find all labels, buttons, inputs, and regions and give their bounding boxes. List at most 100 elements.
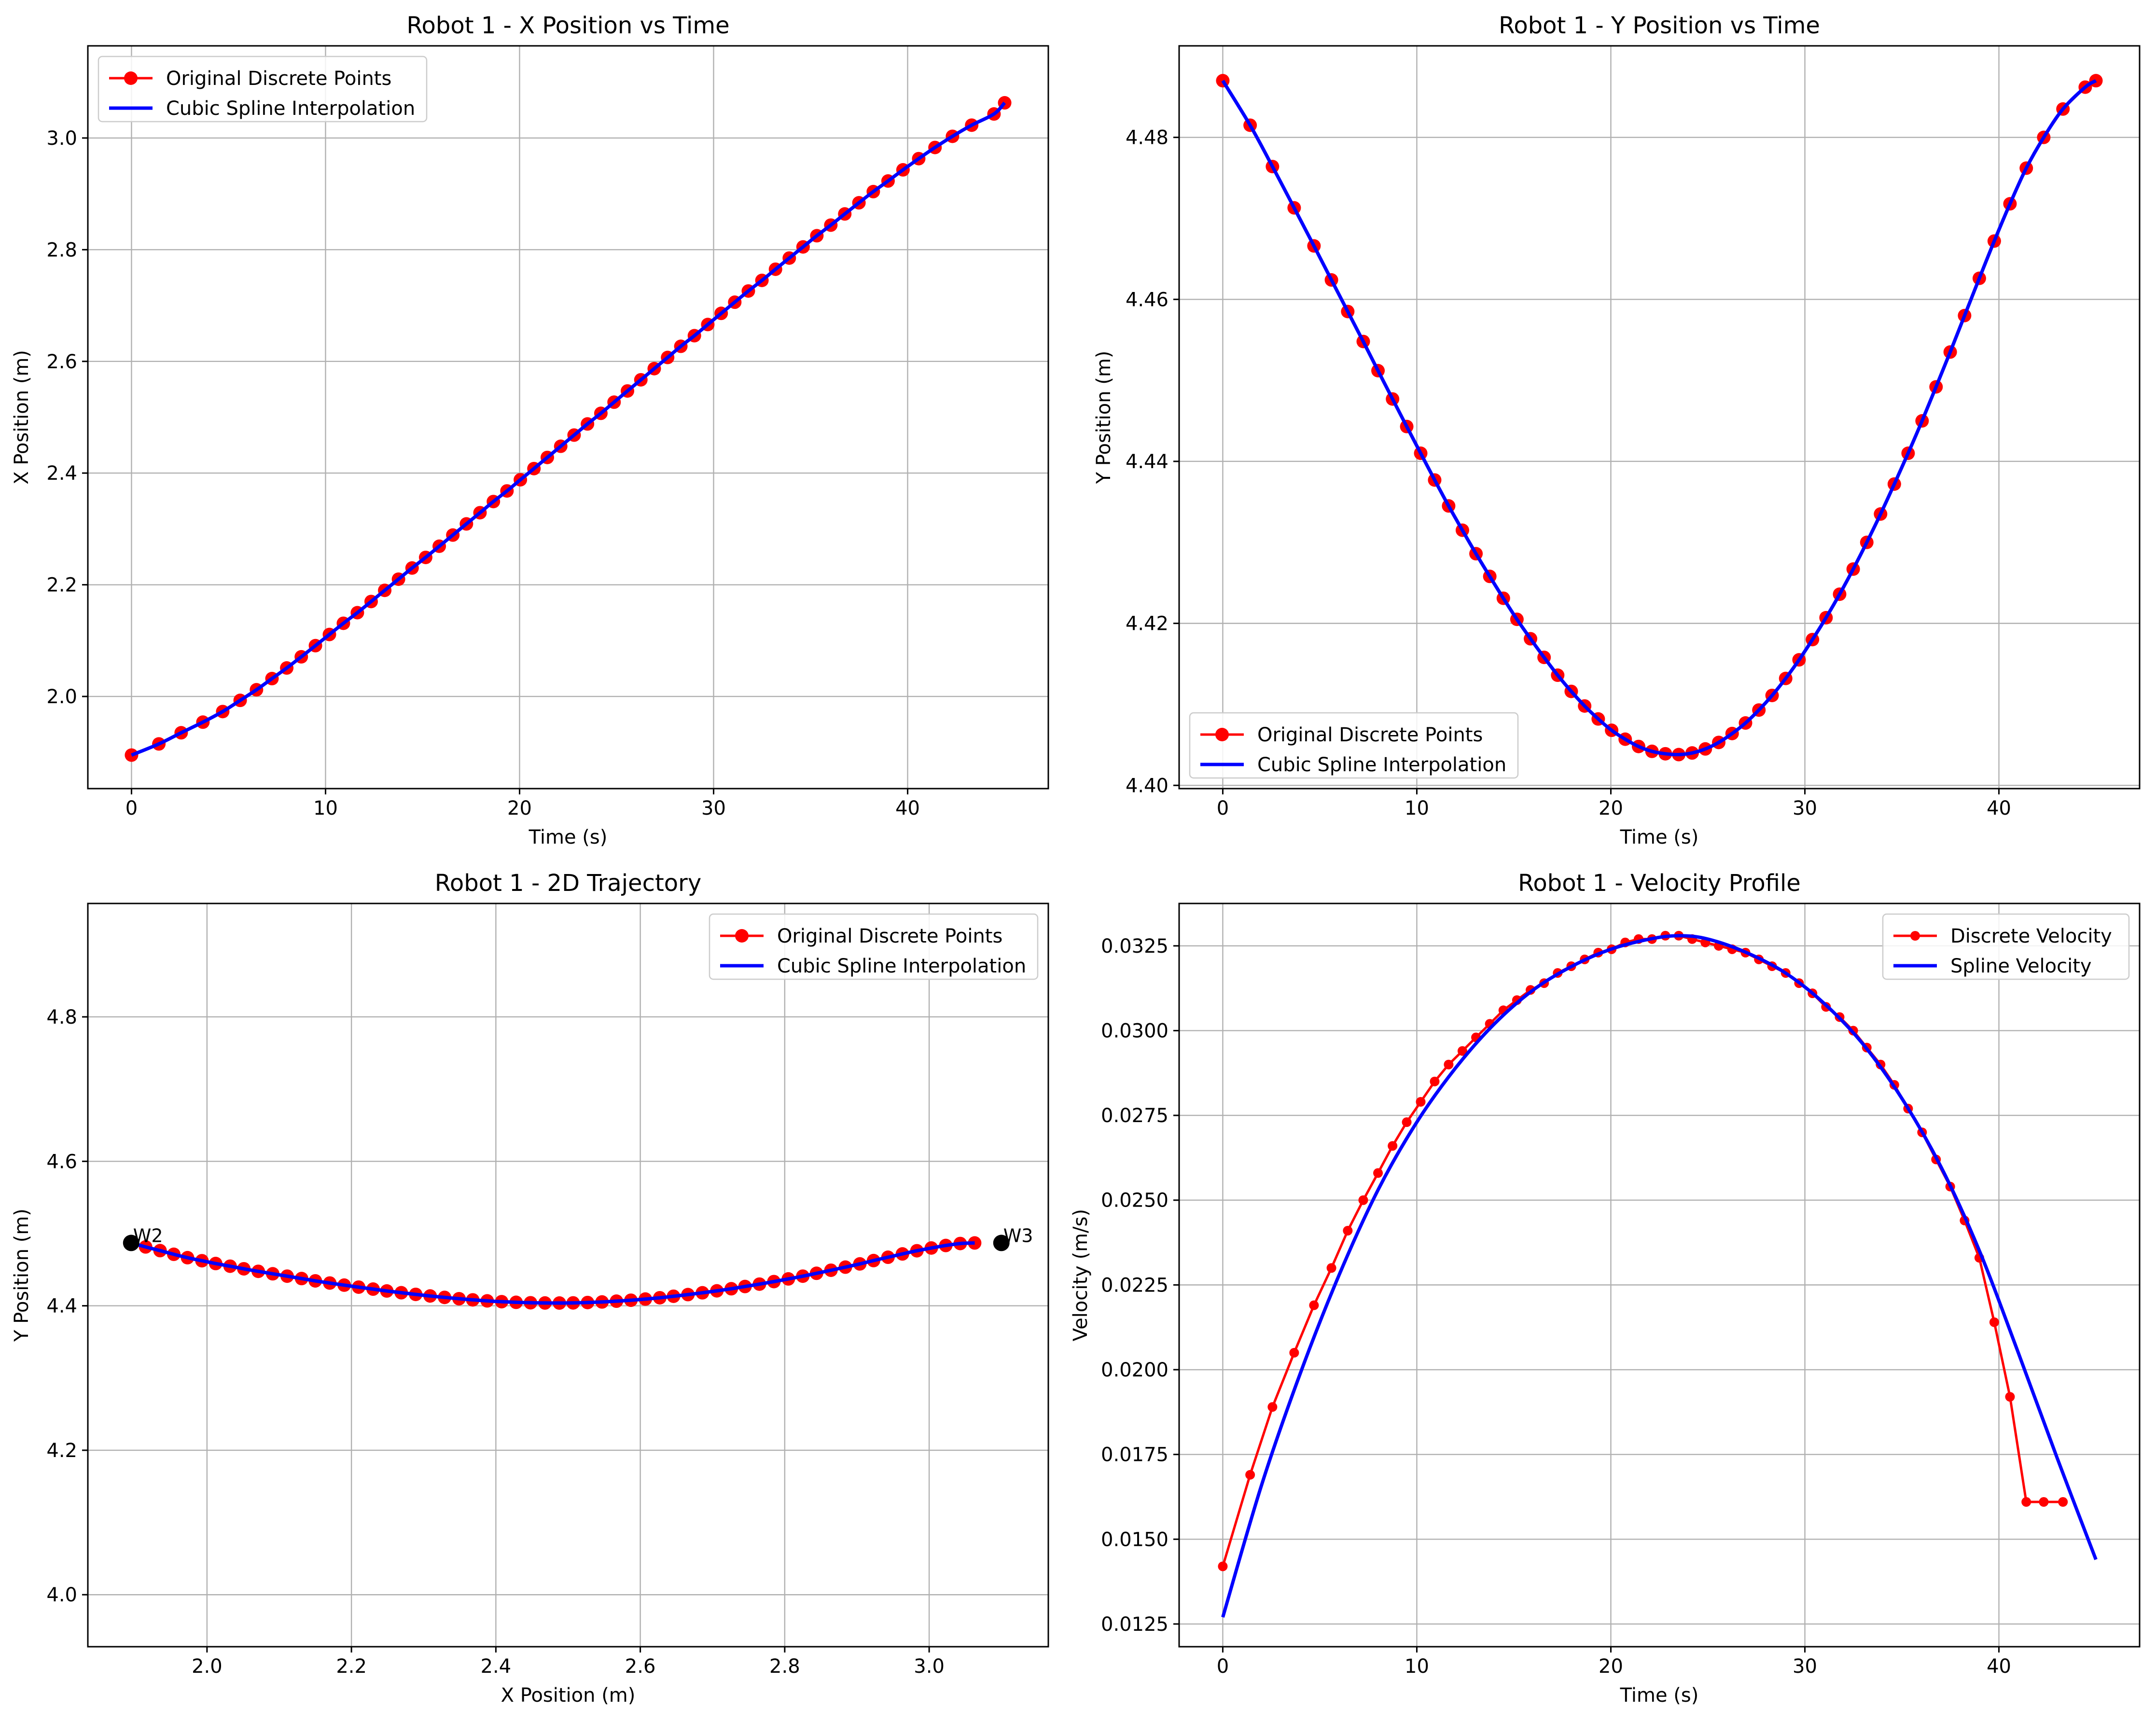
legend-box xyxy=(1189,712,1519,779)
legend-entry: Discrete Velocity xyxy=(1950,925,2112,947)
legend: Original Discrete Points Cubic Spline Int… xyxy=(709,913,1039,980)
x-tick-label: 20 xyxy=(1599,1655,1623,1678)
y-tick-label: 2.0 xyxy=(46,686,77,708)
y-tick-label: 0.0200 xyxy=(1101,1359,1168,1381)
y-tick-label: 0.0150 xyxy=(1101,1528,1168,1551)
data-point xyxy=(1457,1046,1467,1056)
axes-frame xyxy=(87,903,1049,1648)
y-axis-label: Y Position (m) xyxy=(11,1208,33,1342)
series-line xyxy=(1221,79,2097,757)
data-point xyxy=(1326,1263,1336,1273)
waypoint-label: W2 xyxy=(133,1225,163,1246)
y-tick-label: 4.46 xyxy=(1126,289,1168,311)
series-line xyxy=(1222,80,2097,756)
plot-area xyxy=(124,1236,982,1310)
y-tick-label: 4.4 xyxy=(46,1295,77,1318)
legend-swatch-marker xyxy=(735,929,749,943)
x-tick-label: 3.0 xyxy=(914,1655,945,1678)
legend-box xyxy=(709,913,1039,980)
chart-title: Robot 1 - Velocity Profile xyxy=(1518,870,1801,897)
x-tick-label: 2.6 xyxy=(625,1655,656,1678)
legend-entry: Cubic Spline Interpolation xyxy=(1257,754,1506,776)
x-tick-label: 40 xyxy=(895,797,920,819)
series-1 xyxy=(1218,930,2068,1571)
data-point xyxy=(1289,1347,1299,1358)
legend: Original Discrete Points Cubic Spline Int… xyxy=(1189,712,1519,779)
data-point xyxy=(1343,1225,1353,1236)
chart-panel-2: 0 10 20 30 40 4.40 4.42 4.44 4.46 4.48 Robot 1 - Y… xyxy=(1093,12,2141,848)
y-tick-label: 4.44 xyxy=(1126,451,1168,473)
y-tick-label: 4.6 xyxy=(46,1151,77,1173)
x-tick-label: 10 xyxy=(1405,1655,1429,1678)
x-tick-label: 40 xyxy=(1987,797,2011,819)
data-point xyxy=(1358,1195,1368,1205)
x-tick-label: 10 xyxy=(1405,797,1429,819)
y-tick-label: 2.8 xyxy=(46,239,77,261)
spline-line xyxy=(1221,79,2097,757)
y-tick-label: 4.42 xyxy=(1126,613,1168,635)
x-tick-label: 0 xyxy=(125,797,138,819)
axes-frame xyxy=(1178,903,2141,1648)
legend-box xyxy=(97,56,428,123)
y-axis-label: X Position (m) xyxy=(11,350,33,485)
data-point xyxy=(2089,74,2103,88)
series-2 xyxy=(131,101,1006,757)
chart-panel-3: W2 W3 2.0 2.2 2.4 2.6 2.8 3.0 4.0 4.2 4.4 4.6 4.8 Rob… xyxy=(11,870,1049,1707)
chart-title: Robot 1 - 2D Trajectory xyxy=(435,870,702,897)
legend-entry: Spline Velocity xyxy=(1950,955,2092,977)
x-axis-label: Time (s) xyxy=(1620,1684,1699,1707)
series-2 xyxy=(1221,79,2097,757)
x-tick-label: 40 xyxy=(1987,1655,2011,1678)
y-tick-label: 2.4 xyxy=(46,462,77,485)
spline-line xyxy=(130,1241,975,1305)
legend-entry: Cubic Spline Interpolation xyxy=(777,955,1026,977)
data-point xyxy=(1444,1059,1454,1069)
plot-area xyxy=(125,96,1012,762)
data-point xyxy=(1267,1402,1278,1412)
data-point xyxy=(1416,1097,1426,1107)
legend-box xyxy=(1882,913,2130,980)
data-point xyxy=(2021,1497,2031,1507)
x-tick-label: 10 xyxy=(313,797,338,819)
data-point xyxy=(1430,1076,1440,1086)
x-tick-label: 20 xyxy=(1599,797,1623,819)
y-tick-label: 0.0275 xyxy=(1101,1105,1168,1127)
data-point xyxy=(1218,1561,1228,1571)
y-tick-label: 4.2 xyxy=(46,1440,77,1462)
x-tick-label: 20 xyxy=(507,797,532,819)
y-tick-label: 0.0250 xyxy=(1101,1190,1168,1212)
chart-panel-4: 0 10 20 30 40 0.0125 0.0150 0.0175 0.0200 0.0225 0… xyxy=(1070,870,2141,1707)
y-tick-label: 0.0225 xyxy=(1101,1274,1168,1296)
series-line xyxy=(131,101,1006,757)
chart-title: Robot 1 - Y Position vs Time xyxy=(1499,12,1820,39)
spline-line xyxy=(131,101,1006,757)
series-line xyxy=(131,102,1006,756)
x-tick-label: 0 xyxy=(1217,1655,1229,1678)
x-tick-label: 2.4 xyxy=(481,1655,512,1678)
legend: Original Discrete Points Cubic Spline Int… xyxy=(97,56,428,123)
x-tick-label: 0 xyxy=(1217,797,1229,819)
legend-swatch-marker xyxy=(1215,728,1229,741)
x-tick-label: 2.2 xyxy=(336,1655,367,1678)
data-point xyxy=(1309,1300,1319,1310)
legend: Discrete Velocity Spline Velocity xyxy=(1882,913,2130,980)
legend-entry: Original Discrete Points xyxy=(777,925,1002,947)
data-point xyxy=(1245,1470,1255,1480)
chart-title: Robot 1 - X Position vs Time xyxy=(406,12,729,39)
x-tick-label: 30 xyxy=(1793,1655,1817,1678)
y-axis-label: Velocity (m/s) xyxy=(1070,1209,1092,1341)
series-1 xyxy=(1216,74,2103,762)
series-1 xyxy=(124,1236,982,1310)
plot-area xyxy=(1218,930,2098,1618)
data-point xyxy=(2005,1392,2015,1402)
legend-entry: Cubic Spline Interpolation xyxy=(166,97,415,120)
y-tick-label: 0.0125 xyxy=(1101,1613,1168,1636)
legend-entry: Original Discrete Points xyxy=(1257,724,1483,746)
y-axis-label: Y Position (m) xyxy=(1093,351,1115,485)
chart-panel-1: 0 10 20 30 40 2.0 2.2 2.4 2.6 2.8 3.0 Robot 1 - X P… xyxy=(11,12,1049,848)
series-1 xyxy=(125,96,1012,762)
y-tick-label: 0.0175 xyxy=(1101,1444,1168,1466)
legend-entry: Original Discrete Points xyxy=(166,68,391,90)
